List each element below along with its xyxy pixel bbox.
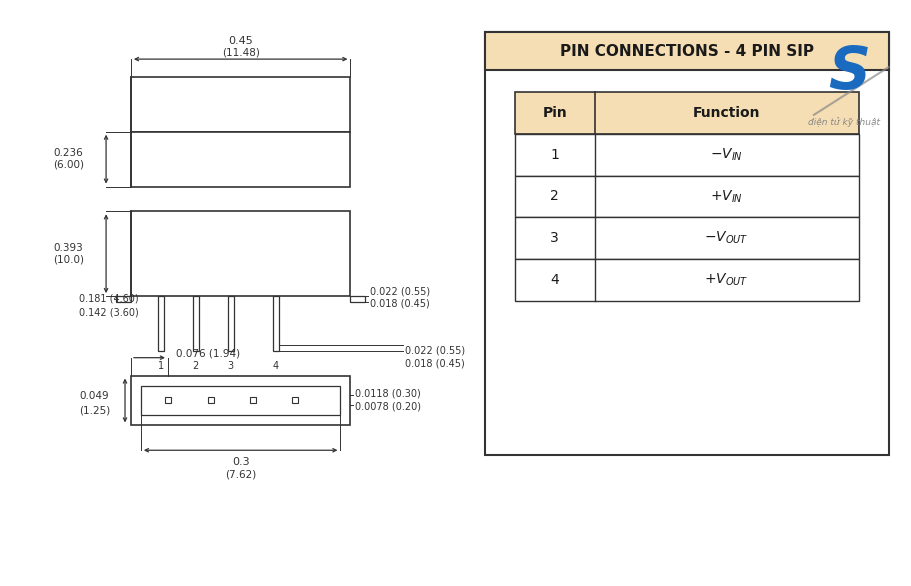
Text: (7.62): (7.62) xyxy=(225,469,256,479)
Text: PIN CONNECTIONS - 4 PIN SIP: PIN CONNECTIONS - 4 PIN SIP xyxy=(559,43,813,59)
Text: 0.049: 0.049 xyxy=(79,390,108,400)
Text: 4: 4 xyxy=(549,273,558,287)
Text: 1: 1 xyxy=(158,360,164,371)
Bar xyxy=(141,386,340,415)
Bar xyxy=(158,296,164,351)
Bar xyxy=(272,296,278,351)
Text: $-V_{OUT}$: $-V_{OUT}$ xyxy=(703,230,748,247)
Text: 0.0118 (0.30): 0.0118 (0.30) xyxy=(355,389,421,398)
Text: S: S xyxy=(827,43,869,101)
Text: 2: 2 xyxy=(192,360,199,371)
Bar xyxy=(131,132,350,186)
Text: 0.181 (4.60): 0.181 (4.60) xyxy=(79,294,138,304)
Bar xyxy=(131,212,350,296)
Text: 2: 2 xyxy=(549,189,558,203)
Text: Pin: Pin xyxy=(542,106,567,120)
Text: 0.076 (1.94): 0.076 (1.94) xyxy=(176,349,240,359)
Bar xyxy=(131,77,350,132)
Text: 0.3: 0.3 xyxy=(231,457,250,467)
Text: (1.25): (1.25) xyxy=(79,406,110,415)
Text: 1: 1 xyxy=(549,148,558,162)
Bar xyxy=(131,376,350,425)
Bar xyxy=(485,32,887,70)
Text: 0.0078 (0.20): 0.0078 (0.20) xyxy=(355,401,421,411)
Bar xyxy=(228,296,233,351)
Text: 0.393
(10.0): 0.393 (10.0) xyxy=(53,243,84,264)
Text: 0.022 (0.55): 0.022 (0.55) xyxy=(370,286,430,296)
Text: 0.142 (3.60): 0.142 (3.60) xyxy=(79,308,138,318)
Text: 4: 4 xyxy=(272,360,278,371)
Text: 0.45: 0.45 xyxy=(228,36,252,46)
Bar xyxy=(514,259,858,301)
Bar xyxy=(192,296,199,351)
Text: $-V_{IN}$: $-V_{IN}$ xyxy=(710,146,742,163)
Text: 0.018 (0.45): 0.018 (0.45) xyxy=(404,359,465,369)
Bar xyxy=(514,217,858,259)
Text: Function: Function xyxy=(692,106,760,120)
Bar xyxy=(116,296,131,302)
Text: 0.018 (0.45): 0.018 (0.45) xyxy=(370,299,430,309)
Bar xyxy=(514,92,858,134)
Text: $+V_{OUT}$: $+V_{OUT}$ xyxy=(703,272,748,288)
Bar xyxy=(485,32,887,455)
Text: 0.236
(6.00): 0.236 (6.00) xyxy=(53,148,84,170)
Bar xyxy=(350,296,365,302)
Text: điện tử kỹ thuật: điện tử kỹ thuật xyxy=(807,117,879,127)
Text: (11.48): (11.48) xyxy=(221,47,260,57)
Text: $+V_{IN}$: $+V_{IN}$ xyxy=(710,188,742,205)
Text: 3: 3 xyxy=(549,231,558,246)
Bar xyxy=(514,134,858,176)
Text: 0.022 (0.55): 0.022 (0.55) xyxy=(404,346,465,356)
Text: 3: 3 xyxy=(228,360,233,371)
Bar xyxy=(514,176,858,217)
